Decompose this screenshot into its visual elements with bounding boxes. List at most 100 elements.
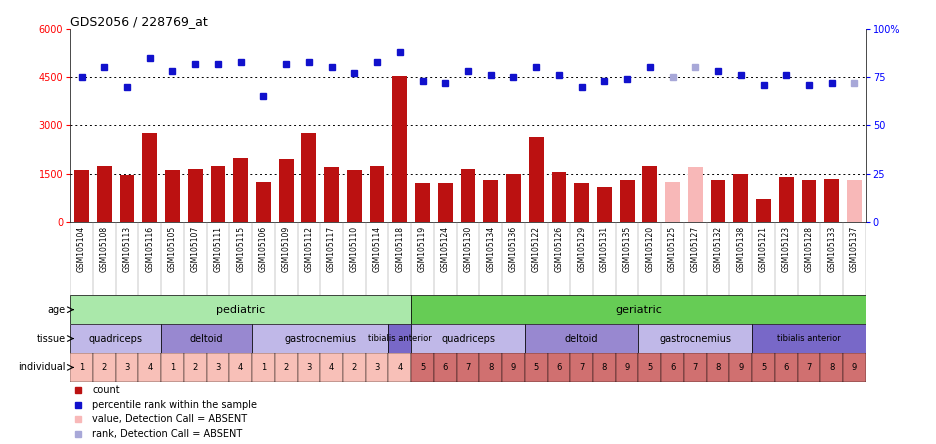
Bar (620, 180, 635, 222)
Bar (820, 353, 843, 382)
Text: GSM105114: GSM105114 (373, 226, 382, 272)
Text: 4: 4 (329, 363, 334, 372)
Bar (775, 353, 797, 382)
Text: GSM105120: GSM105120 (645, 226, 654, 272)
Bar (252, 353, 275, 382)
Text: tibialis anterior: tibialis anterior (777, 334, 841, 343)
Bar (638, 324, 753, 353)
Bar (483, 180, 498, 222)
Bar (616, 353, 638, 382)
Text: 1: 1 (169, 363, 175, 372)
Bar (506, 174, 520, 222)
Bar (843, 353, 866, 382)
Text: 5: 5 (647, 363, 652, 372)
Bar (142, 134, 157, 222)
Bar (165, 170, 180, 222)
Text: GSM105127: GSM105127 (691, 226, 700, 272)
Bar (301, 134, 316, 222)
Text: GSM105125: GSM105125 (668, 226, 677, 272)
Text: 4: 4 (397, 363, 402, 372)
Text: GSM105119: GSM105119 (418, 226, 427, 272)
Text: 1: 1 (261, 363, 266, 372)
Text: 3: 3 (215, 363, 221, 372)
Text: GSM105112: GSM105112 (304, 226, 314, 272)
Bar (366, 353, 388, 382)
Text: 9: 9 (511, 363, 516, 372)
Text: GSM105117: GSM105117 (327, 226, 336, 272)
Text: 9: 9 (852, 363, 857, 372)
Text: quadriceps: quadriceps (441, 333, 495, 344)
Text: GSM105131: GSM105131 (600, 226, 609, 272)
Text: GSM105113: GSM105113 (123, 226, 132, 272)
Text: gastrocnemius: gastrocnemius (659, 333, 731, 344)
Text: GSM105122: GSM105122 (532, 226, 541, 272)
Bar (502, 353, 525, 382)
Bar (320, 353, 343, 382)
Bar (825, 178, 839, 222)
Bar (252, 324, 388, 353)
Bar (479, 353, 502, 382)
Text: GSM105109: GSM105109 (282, 226, 291, 272)
Bar (575, 183, 589, 222)
Bar (97, 166, 111, 222)
Bar (548, 353, 570, 382)
Text: GSM105111: GSM105111 (213, 226, 223, 272)
Text: GSM105124: GSM105124 (441, 226, 450, 272)
Bar (847, 180, 862, 222)
Bar (593, 353, 616, 382)
Text: individual: individual (18, 362, 66, 373)
Bar (233, 158, 248, 222)
Text: GDS2056 / 228769_at: GDS2056 / 228769_at (70, 15, 208, 28)
Bar (207, 353, 229, 382)
Bar (416, 183, 430, 222)
Text: GSM105134: GSM105134 (486, 226, 495, 272)
Text: GSM105129: GSM105129 (578, 226, 586, 272)
Text: GSM105116: GSM105116 (145, 226, 154, 272)
Text: GSM105121: GSM105121 (759, 226, 768, 272)
Bar (411, 353, 434, 382)
Text: 1: 1 (79, 363, 84, 372)
Text: 8: 8 (829, 363, 834, 372)
Bar (183, 353, 207, 382)
Bar (525, 353, 548, 382)
Bar (298, 353, 320, 382)
Text: deltoid: deltoid (190, 333, 224, 344)
Text: GSM105106: GSM105106 (259, 226, 268, 272)
Text: GSM105104: GSM105104 (77, 226, 86, 272)
Bar (347, 170, 361, 222)
Text: 4: 4 (238, 363, 243, 372)
Text: tibialis anterior: tibialis anterior (368, 334, 431, 343)
Text: GSM105135: GSM105135 (622, 226, 632, 272)
Text: GSM105137: GSM105137 (850, 226, 859, 272)
Text: pediatric: pediatric (216, 305, 265, 315)
Bar (74, 170, 89, 222)
Text: GSM105130: GSM105130 (463, 226, 473, 272)
Bar (370, 166, 385, 222)
Bar (93, 353, 116, 382)
Bar (434, 353, 457, 382)
Text: GSM105123: GSM105123 (782, 226, 791, 272)
Text: 2: 2 (102, 363, 107, 372)
Text: percentile rank within the sample: percentile rank within the sample (93, 400, 257, 410)
Bar (597, 186, 612, 222)
Text: GSM105118: GSM105118 (395, 226, 404, 272)
Text: GSM105126: GSM105126 (554, 226, 563, 272)
Bar (388, 353, 411, 382)
Text: 6: 6 (443, 363, 448, 372)
Bar (343, 353, 366, 382)
Bar (729, 353, 753, 382)
Text: 8: 8 (488, 363, 493, 372)
Bar (256, 182, 271, 222)
Bar (70, 295, 411, 324)
Text: GSM105136: GSM105136 (509, 226, 518, 272)
Text: 7: 7 (693, 363, 698, 372)
Text: 2: 2 (352, 363, 357, 372)
Text: quadriceps: quadriceps (89, 333, 142, 344)
Text: count: count (93, 385, 120, 396)
Bar (279, 159, 294, 222)
Text: age: age (48, 305, 66, 315)
Text: geriatric: geriatric (615, 305, 662, 315)
Bar (211, 166, 226, 222)
Bar (551, 172, 566, 222)
Bar (438, 183, 453, 222)
